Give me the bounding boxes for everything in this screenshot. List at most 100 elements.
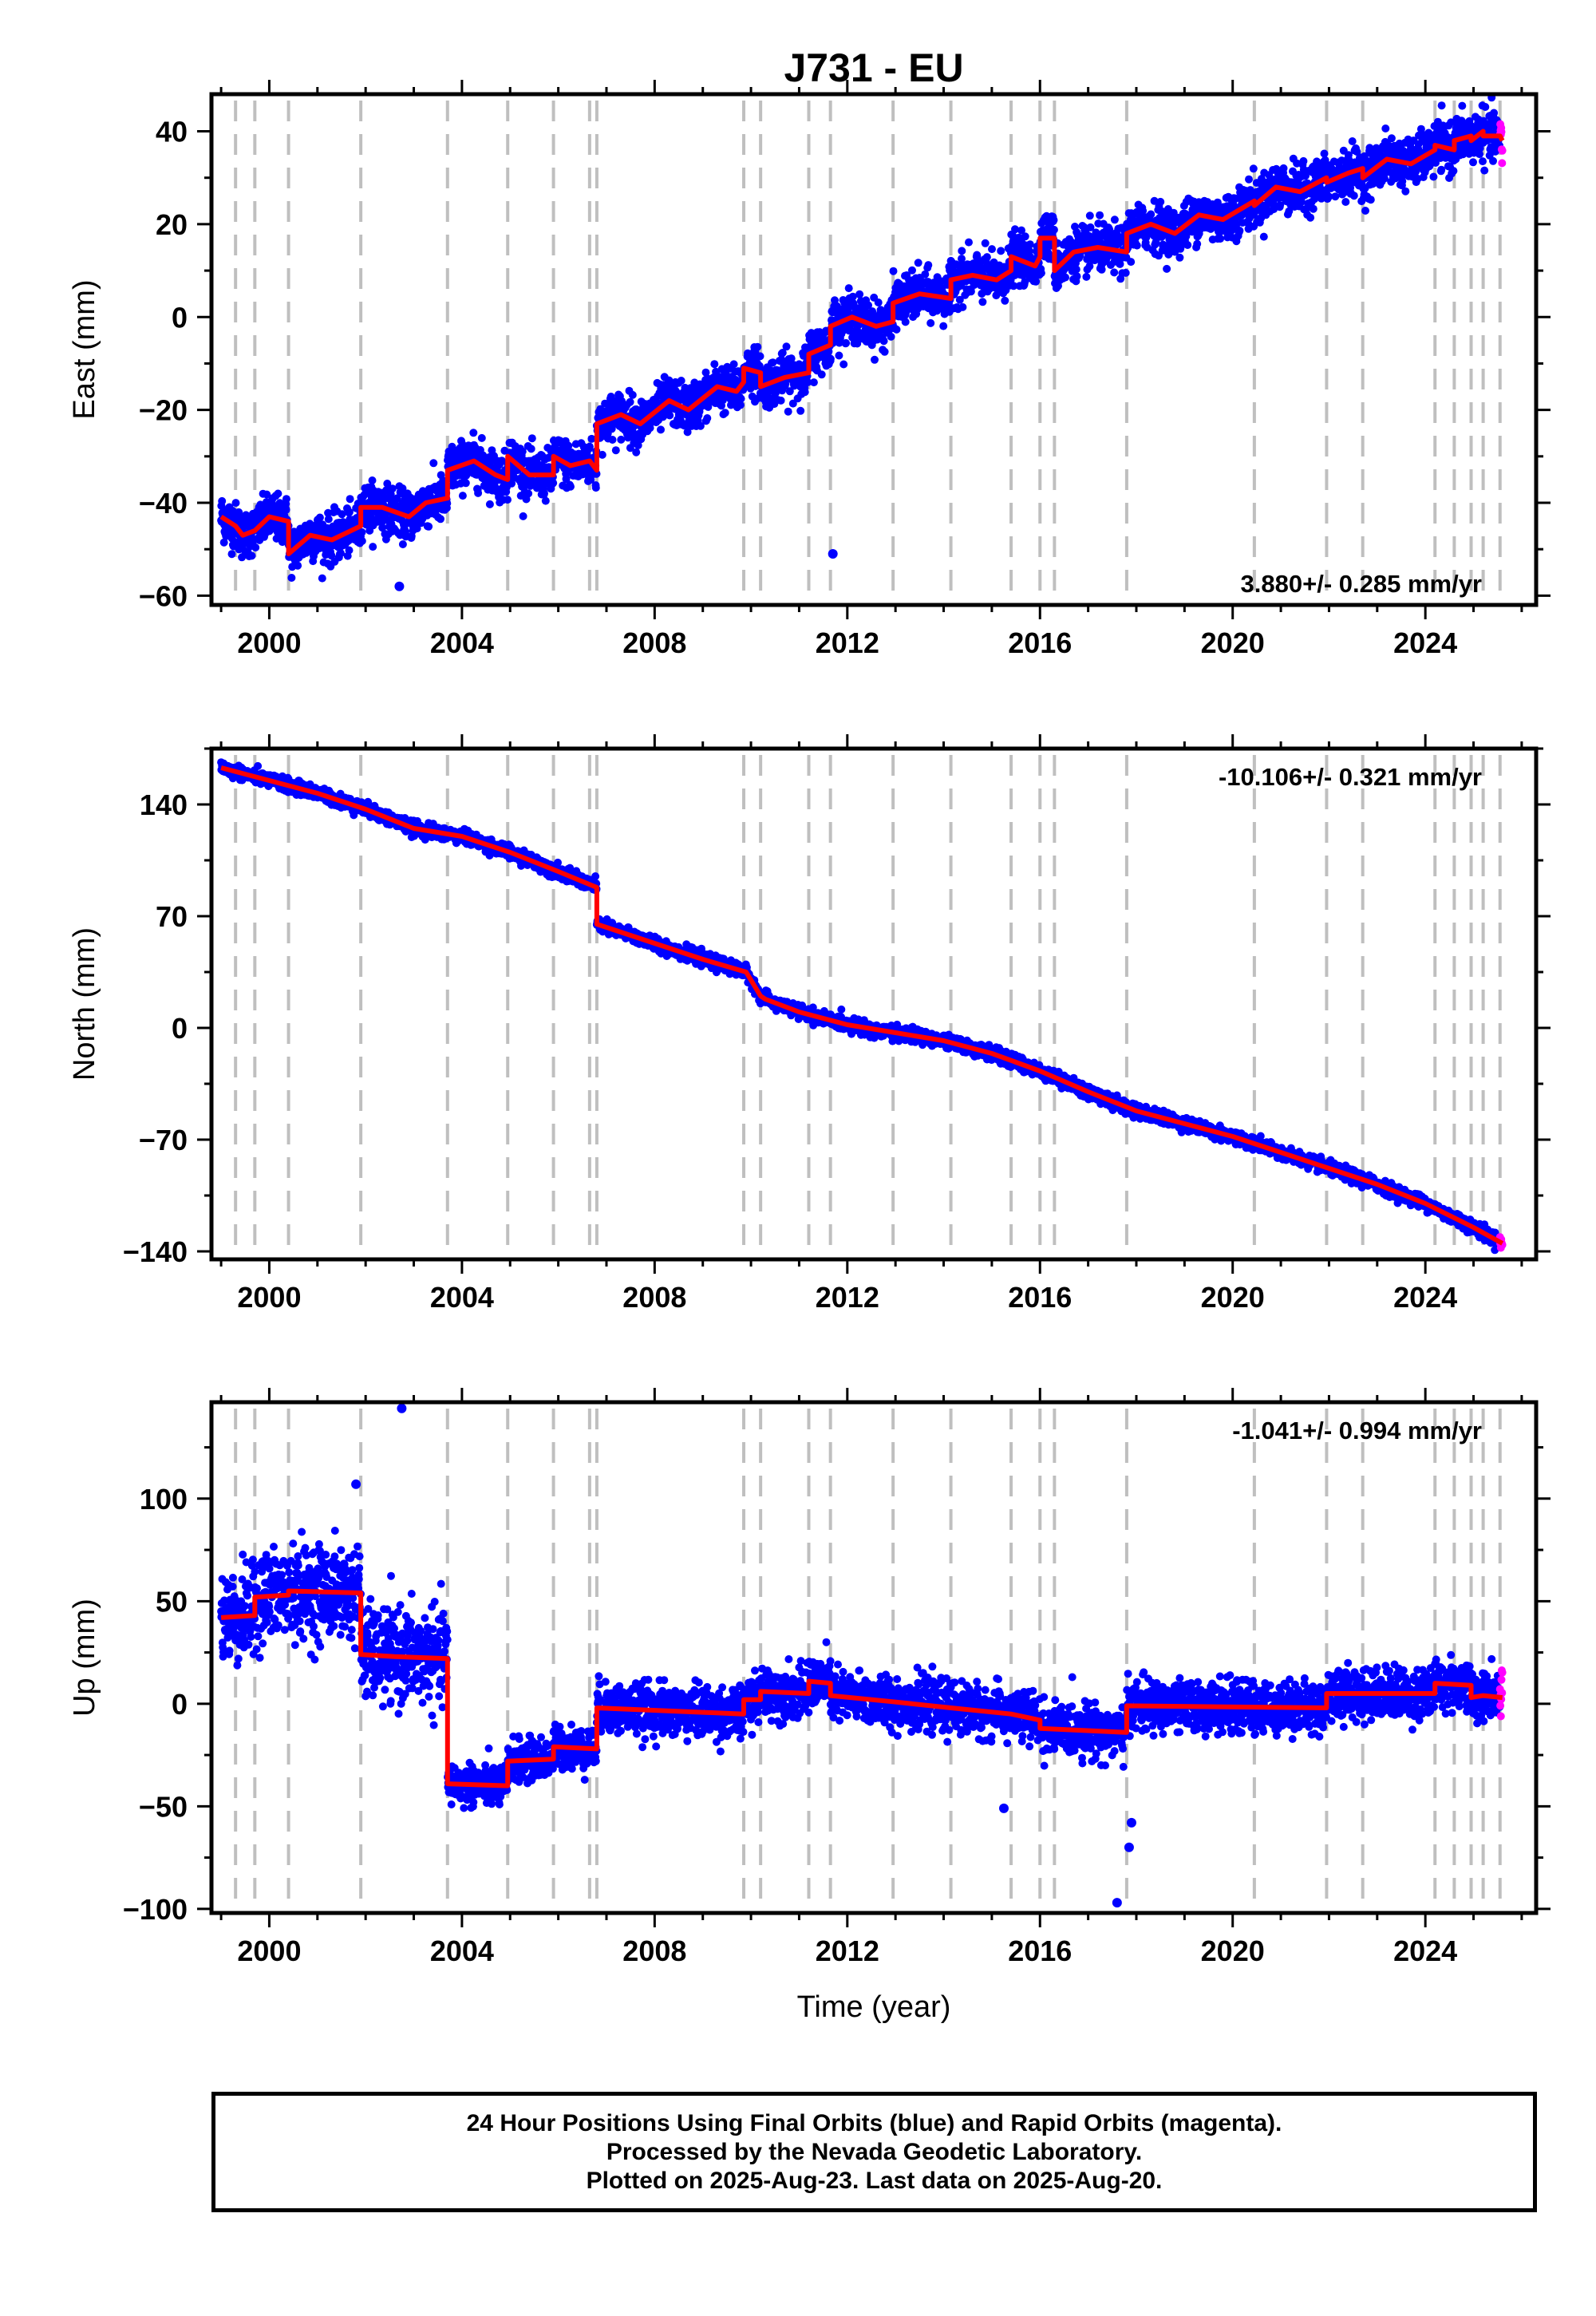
east-final-point (549, 479, 558, 488)
east-final-point (1156, 197, 1165, 206)
east-final-point (1270, 203, 1278, 211)
north-event-lines (234, 755, 1502, 1256)
east-final-point (219, 538, 228, 547)
east-final-point (729, 360, 738, 369)
east-final-point (776, 396, 785, 405)
east-x-tick-label: 2000 (237, 626, 301, 659)
east-final-point (817, 370, 826, 379)
east-final-point (1429, 172, 1438, 181)
east-final-point (1049, 215, 1058, 224)
east-final-point (887, 332, 895, 341)
east-final-point (345, 546, 354, 555)
east-final-point (425, 522, 433, 531)
east-y-tick-label: −20 (139, 394, 188, 427)
east-final-point (826, 354, 835, 363)
east-y-tick-label: −60 (139, 579, 188, 612)
east-final-point (966, 287, 975, 296)
east-y-axis-label: East (mm) (68, 279, 101, 419)
east-final-point (324, 515, 333, 524)
east-final-point (393, 494, 401, 503)
panel-north: 2000 2004 2008 2012 2016 2020 2024−140−7007014… (68, 734, 1551, 1314)
east-final-point (842, 338, 851, 347)
east-final-point (879, 337, 888, 346)
east-final-point (1011, 225, 1019, 234)
east-final-point (1110, 268, 1119, 277)
east-final-point (1049, 225, 1058, 234)
east-final-point (282, 505, 290, 514)
east-x-tick-label: 2016 (1008, 626, 1072, 659)
east-y-tick-label: 20 (156, 208, 188, 241)
east-final-point (965, 238, 973, 247)
east-final-point (958, 247, 966, 255)
east-final-point (337, 549, 345, 558)
east-final-point (796, 406, 805, 415)
east-final-point (696, 421, 705, 430)
east-final-point (804, 378, 812, 386)
east-x-tick-label: 2020 (1201, 626, 1265, 659)
east-final-point (1325, 192, 1333, 201)
east-final-point (598, 450, 606, 459)
east-final-point (939, 322, 948, 330)
east-final-point (997, 247, 1005, 255)
east-final-point (1489, 156, 1497, 165)
east-final-point (628, 390, 637, 399)
east-final-point (1216, 235, 1225, 243)
east-final-point (721, 409, 729, 417)
panel-east: 2000 2004 2008 2012 2016 2020 2024−60−40−20020… (68, 80, 1551, 659)
east-final-point (880, 347, 889, 356)
east-final-point (1349, 192, 1358, 200)
east-x-tick-label: 2024 (1393, 626, 1457, 659)
east-final-point (1139, 207, 1148, 215)
east-final-point (358, 528, 366, 536)
east-final-point (1416, 124, 1425, 133)
east-final-point (231, 499, 240, 508)
east-final-point (617, 435, 626, 444)
north-final-point (254, 761, 263, 770)
east-final-point (626, 397, 634, 406)
east-final-point (853, 339, 862, 348)
east-final-point (1469, 158, 1477, 167)
east-final-point (378, 524, 387, 532)
east-final-point (1021, 232, 1029, 241)
east-final-point (634, 441, 642, 449)
east-final-point (926, 318, 935, 327)
east-final-point (1309, 204, 1317, 213)
east-final-point (981, 239, 990, 247)
east-final-point (1235, 227, 1244, 235)
east-final-point (282, 495, 290, 504)
east-final-point (562, 475, 571, 484)
east-final-point (541, 496, 550, 505)
east-final-point (839, 360, 848, 369)
east-final-point (1245, 175, 1253, 184)
east-final-point (835, 351, 843, 360)
east-final-point (901, 318, 910, 326)
east-final-point (527, 434, 536, 443)
east-final-point (1072, 265, 1080, 274)
east-final-point (477, 433, 486, 442)
east-final-point (368, 476, 377, 484)
east-final-point (677, 377, 685, 385)
east-final-point (346, 495, 354, 504)
east-final-point (848, 292, 857, 301)
east-final-point (908, 266, 916, 275)
east-final-point (1381, 124, 1390, 132)
east-final-point (318, 574, 326, 583)
east-final-point (1082, 272, 1091, 281)
east-final-point (1175, 253, 1184, 262)
east-final-point (1085, 211, 1094, 220)
east-final-point (864, 301, 872, 310)
east-final-point (988, 245, 996, 254)
north-data-points (217, 758, 1507, 1255)
east-final-point (1276, 201, 1285, 209)
east-final-point (809, 378, 818, 387)
east-final-point (787, 354, 796, 363)
east-outlier-point (828, 549, 838, 559)
east-final-point (982, 253, 991, 262)
east-final-point (345, 508, 354, 516)
east-final-point (1249, 164, 1258, 173)
east-final-point (1449, 167, 1458, 176)
east-final-point (1110, 215, 1119, 224)
east-rate-label: 3.880+/- 0.285 mm/yr (1241, 570, 1482, 598)
east-y-tick-label: −40 (139, 487, 188, 520)
